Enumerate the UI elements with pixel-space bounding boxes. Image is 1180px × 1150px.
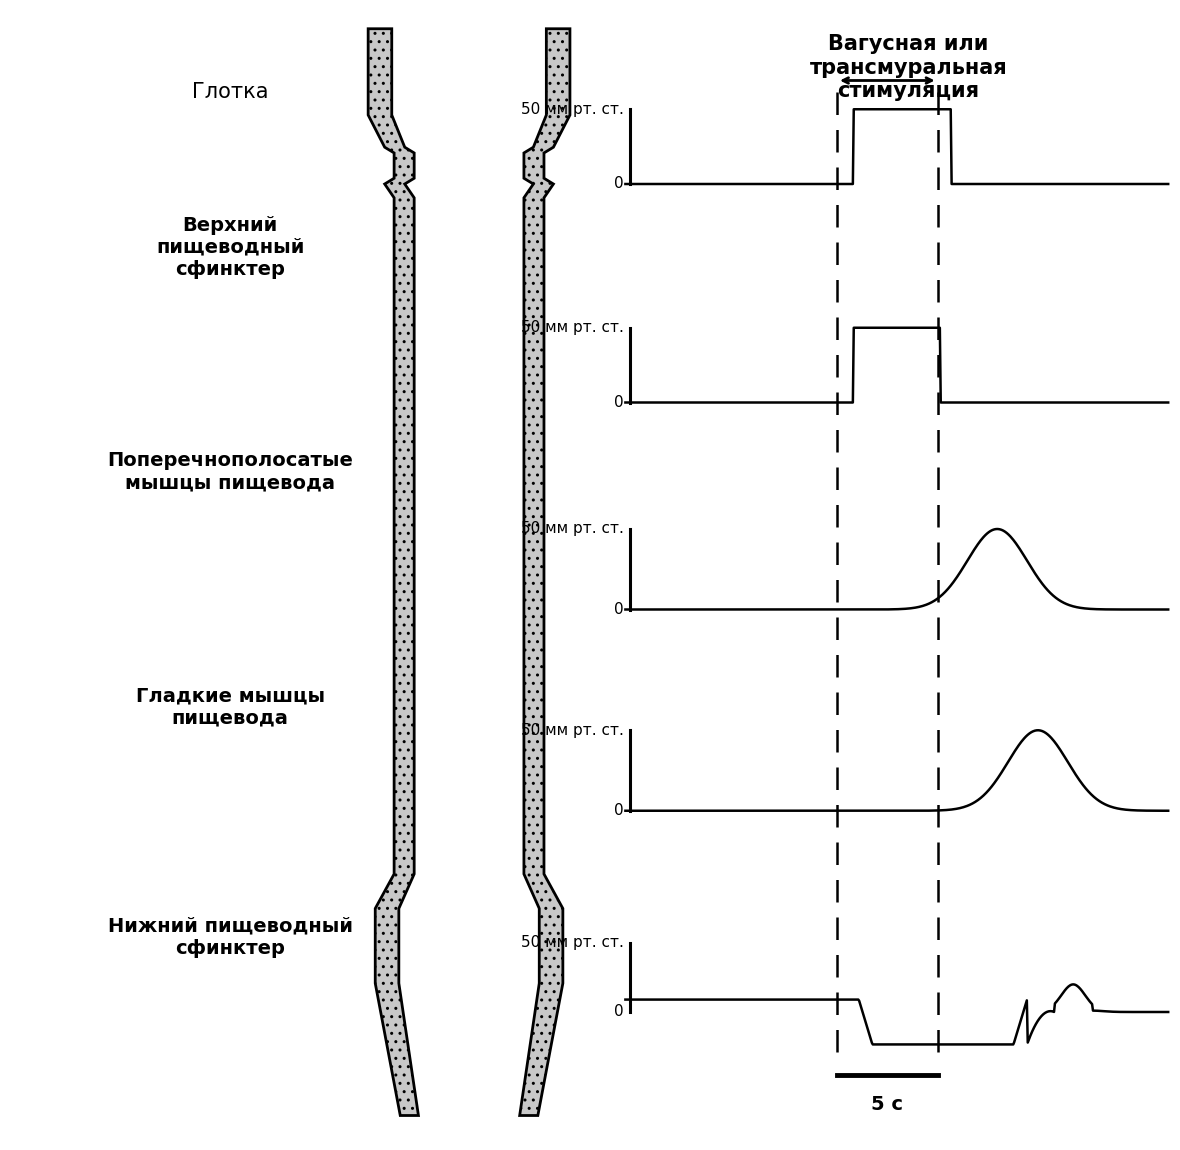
Text: Нижний пищеводный
сфинктер: Нижний пищеводный сфинктер (107, 917, 353, 958)
Text: Вагусная или
трансмуральная
стимуляция: Вагусная или трансмуральная стимуляция (809, 34, 1008, 101)
Text: Гладкие мышцы
пищевода: Гладкие мышцы пищевода (136, 687, 325, 728)
Text: 0: 0 (615, 394, 624, 411)
Text: 0: 0 (615, 803, 624, 819)
Polygon shape (519, 29, 570, 1116)
Polygon shape (368, 29, 419, 1116)
Text: 50 мм рт. ст.: 50 мм рт. ст. (520, 722, 624, 738)
Text: 50 мм рт. ст.: 50 мм рт. ст. (520, 935, 624, 951)
Text: 5 с: 5 с (871, 1095, 904, 1113)
Text: 0: 0 (615, 601, 624, 618)
Text: 50 мм рт. ст.: 50 мм рт. ст. (520, 101, 624, 117)
Text: Глотка: Глотка (192, 82, 268, 102)
Text: 0: 0 (615, 176, 624, 192)
Text: 50 мм рт. ст.: 50 мм рт. ст. (520, 521, 624, 537)
Text: 0: 0 (615, 1004, 624, 1020)
Text: Верхний
пищеводный
сфинктер: Верхний пищеводный сфинктер (156, 216, 304, 278)
Text: 50 мм рт. ст.: 50 мм рт. ст. (520, 320, 624, 336)
Text: Поперечнополосатые
мышцы пищевода: Поперечнополосатые мышцы пищевода (107, 451, 353, 492)
